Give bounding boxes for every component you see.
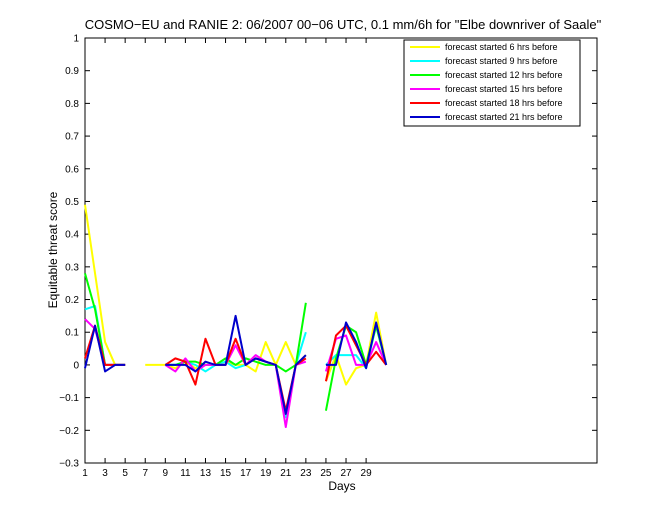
y-tick-label: 0.8 (65, 99, 79, 110)
y-tick-label: 1 (73, 34, 79, 45)
y-tick-label: 0.1 (65, 328, 79, 339)
x-tick-label: 3 (102, 468, 108, 479)
x-tick-label: 19 (260, 468, 272, 479)
x-tick-label: 25 (320, 468, 332, 479)
y-tick-label: −0.2 (59, 426, 79, 437)
axis-ticks: 1 3 5 7 9 11 13 15 17 19 21 23 25 27 29−0.3−0.2−0.100.… (59, 34, 597, 479)
legend-label-6: forecast started 21 hrs before (445, 112, 563, 122)
legend-label-3: forecast started 12 hrs before (445, 70, 563, 80)
legend-box (403, 39, 581, 127)
legend: forecast started 6 hrs before forecast st… (403, 39, 581, 127)
y-tick-label: 0.7 (65, 132, 79, 143)
x-tick-label: 7 (142, 468, 148, 479)
y-tick-label: 0.6 (65, 164, 79, 175)
y-tick-label: −0.1 (59, 393, 79, 404)
y-tick-label: 0.9 (65, 66, 79, 77)
legend-label-1: forecast started 6 hrs before (445, 42, 558, 52)
series-layer (84, 204, 388, 429)
x-tick-label: 13 (200, 468, 212, 479)
y-tick-label: 0.5 (65, 197, 79, 208)
x-axis-label: Days (328, 479, 355, 493)
x-tick-label: 23 (300, 468, 312, 479)
y-tick-label: 0.4 (65, 230, 79, 241)
x-tick-label: 11 (180, 468, 191, 479)
y-tick-label: 0.3 (65, 262, 79, 273)
x-tick-label: 9 (163, 468, 169, 479)
x-tick-label: 21 (280, 468, 292, 479)
legend-label-5: forecast started 18 hrs before (445, 98, 563, 108)
y-tick-label: −0.3 (59, 459, 79, 470)
x-tick-label: 17 (240, 468, 252, 479)
x-tick-label: 5 (122, 468, 128, 479)
x-tick-label: 15 (220, 468, 232, 479)
y-tick-label: 0.2 (65, 295, 79, 306)
x-tick-label: 29 (361, 468, 373, 479)
x-tick-label: 1 (82, 468, 88, 479)
legend-label-4: forecast started 15 hrs before (445, 84, 563, 94)
legend-label-2: forecast started 9 hrs before (445, 56, 558, 66)
y-tick-label: 0 (73, 360, 79, 371)
y-axis-label: Equitable threat score (46, 191, 60, 308)
chart-title: COSMO−EU and RANIE 2: 06/2007 00−06 UTC,… (85, 17, 602, 32)
x-tick-label: 27 (340, 468, 352, 479)
